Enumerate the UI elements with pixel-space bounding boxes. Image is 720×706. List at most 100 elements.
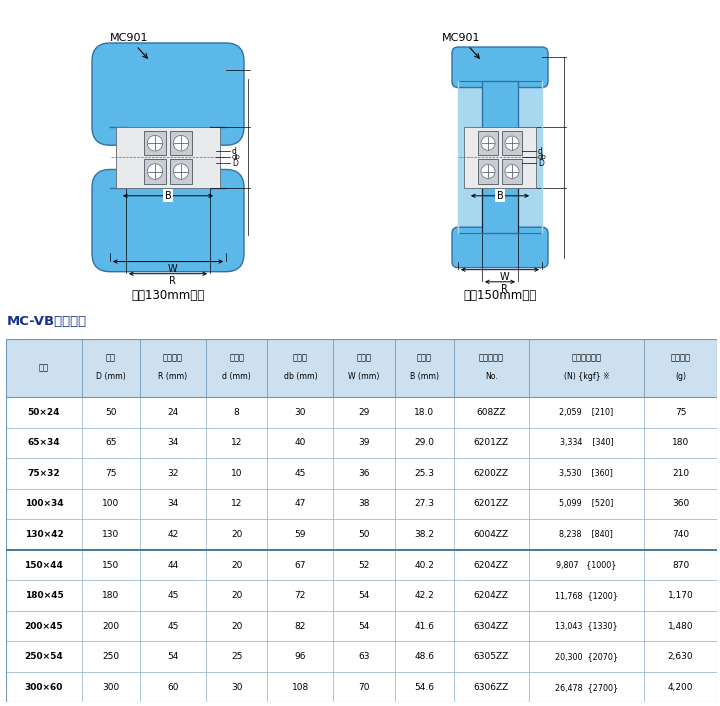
Circle shape xyxy=(481,164,495,179)
Bar xyxy=(82,458,140,489)
Text: 180: 180 xyxy=(102,591,120,600)
Text: 3,334    [340]: 3,334 [340] xyxy=(559,438,613,448)
Bar xyxy=(126,127,210,188)
Text: 45: 45 xyxy=(167,621,179,630)
Text: 5,099    [520]: 5,099 [520] xyxy=(559,499,613,508)
Text: B: B xyxy=(497,191,503,201)
Text: R (mm): R (mm) xyxy=(158,372,187,381)
Bar xyxy=(644,397,717,428)
Bar xyxy=(267,672,333,702)
Bar xyxy=(206,339,267,397)
Bar xyxy=(644,489,717,519)
Bar xyxy=(206,519,267,550)
Bar xyxy=(140,428,206,458)
Bar xyxy=(206,641,267,672)
Text: 20,300  {2070}: 20,300 {2070} xyxy=(555,652,618,661)
Bar xyxy=(206,489,267,519)
Bar xyxy=(333,397,395,428)
Bar xyxy=(206,580,267,611)
Bar xyxy=(140,672,206,702)
Text: 6306ZZ: 6306ZZ xyxy=(474,683,509,692)
Bar xyxy=(333,641,395,672)
Text: 6204ZZ: 6204ZZ xyxy=(474,561,509,570)
Bar xyxy=(478,131,498,155)
Bar xyxy=(82,580,140,611)
Text: 130×42: 130×42 xyxy=(24,530,63,539)
Text: 外径150mm以上: 外径150mm以上 xyxy=(464,289,536,302)
Text: 38: 38 xyxy=(359,499,370,508)
Bar xyxy=(267,519,333,550)
Bar xyxy=(644,550,717,580)
Text: 130: 130 xyxy=(102,530,120,539)
Bar xyxy=(333,550,395,580)
FancyBboxPatch shape xyxy=(452,47,548,88)
Text: 870: 870 xyxy=(672,561,689,570)
Bar xyxy=(6,519,82,550)
Text: 45: 45 xyxy=(294,469,306,478)
Bar xyxy=(644,672,717,702)
Bar xyxy=(140,580,206,611)
Bar xyxy=(528,611,644,641)
Text: 52: 52 xyxy=(359,561,369,570)
Text: D (mm): D (mm) xyxy=(96,372,126,381)
Bar xyxy=(454,397,528,428)
Bar xyxy=(454,672,528,702)
Bar xyxy=(6,397,82,428)
Text: 70: 70 xyxy=(359,683,370,692)
Text: 48.6: 48.6 xyxy=(414,652,434,661)
Bar xyxy=(395,397,454,428)
Text: (g): (g) xyxy=(675,372,686,381)
Bar xyxy=(644,580,717,611)
Text: 210: 210 xyxy=(672,469,689,478)
Bar xyxy=(6,339,82,397)
Bar xyxy=(395,611,454,641)
Bar xyxy=(478,160,498,184)
Bar xyxy=(454,428,528,458)
Text: 6201ZZ: 6201ZZ xyxy=(474,438,509,448)
Text: db (mm): db (mm) xyxy=(284,372,317,381)
Text: ボス幅: ボス幅 xyxy=(356,353,372,362)
Bar xyxy=(395,641,454,672)
Text: db: db xyxy=(232,155,240,160)
Text: 82: 82 xyxy=(294,621,306,630)
Bar xyxy=(82,641,140,672)
Text: 2,059    [210]: 2,059 [210] xyxy=(559,408,613,417)
Bar xyxy=(140,339,206,397)
Text: 150×44: 150×44 xyxy=(24,561,63,570)
Bar xyxy=(333,339,395,397)
Bar xyxy=(267,580,333,611)
Bar xyxy=(267,339,333,397)
Bar xyxy=(140,611,206,641)
Text: 300: 300 xyxy=(102,683,120,692)
Bar xyxy=(82,611,140,641)
Bar xyxy=(644,458,717,489)
Text: 3,530    [360]: 3,530 [360] xyxy=(559,469,613,478)
Bar xyxy=(454,580,528,611)
Text: 38.2: 38.2 xyxy=(414,530,434,539)
Text: 10: 10 xyxy=(231,469,243,478)
Bar xyxy=(6,489,82,519)
Bar xyxy=(206,428,267,458)
Polygon shape xyxy=(518,81,542,233)
Bar xyxy=(6,580,82,611)
Text: 6304ZZ: 6304ZZ xyxy=(474,621,509,630)
Bar xyxy=(140,489,206,519)
Bar xyxy=(528,580,644,611)
Bar xyxy=(454,641,528,672)
FancyBboxPatch shape xyxy=(452,227,548,268)
Circle shape xyxy=(148,136,163,151)
Polygon shape xyxy=(458,81,482,233)
Bar xyxy=(333,611,395,641)
Bar xyxy=(82,397,140,428)
Text: R: R xyxy=(500,284,508,294)
Bar xyxy=(267,550,333,580)
Text: 1,170: 1,170 xyxy=(667,591,693,600)
Text: 20: 20 xyxy=(231,621,243,630)
Bar xyxy=(528,428,644,458)
Circle shape xyxy=(505,136,519,150)
Text: 300×60: 300×60 xyxy=(24,683,63,692)
Text: (N) {kgf} ※: (N) {kgf} ※ xyxy=(564,372,609,381)
Bar xyxy=(333,519,395,550)
Bar xyxy=(333,672,395,702)
Text: 13,043  {1330}: 13,043 {1330} xyxy=(555,621,618,630)
